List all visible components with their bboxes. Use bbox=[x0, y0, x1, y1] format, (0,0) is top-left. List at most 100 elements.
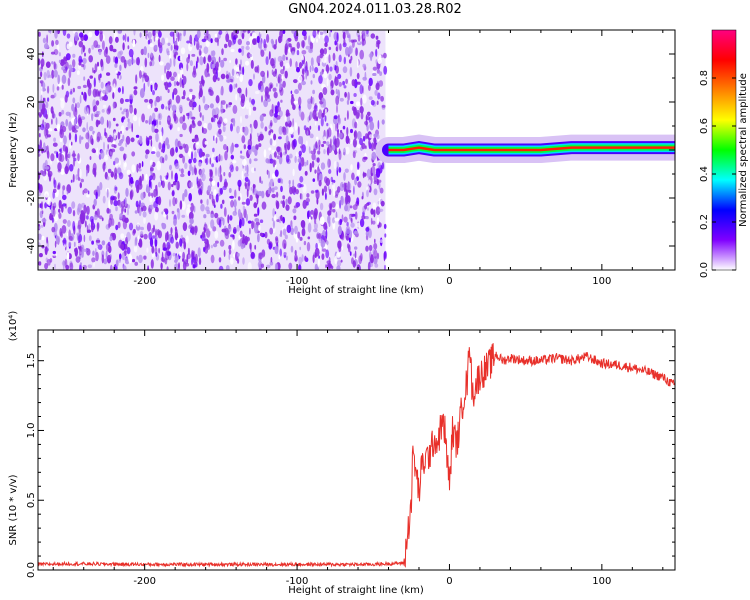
noise-blob bbox=[228, 249, 232, 255]
noise-blob bbox=[152, 235, 156, 239]
noise-blob bbox=[123, 153, 127, 161]
noise-blob bbox=[51, 40, 55, 47]
noise-blob bbox=[223, 249, 226, 257]
noise-blob bbox=[244, 114, 249, 119]
noise-blob bbox=[260, 70, 265, 77]
noise-blob bbox=[122, 85, 124, 95]
noise-blob bbox=[297, 82, 302, 91]
noise-blob bbox=[38, 226, 41, 230]
noise-blob bbox=[247, 262, 252, 270]
noise-blob bbox=[120, 201, 126, 208]
noise-blob bbox=[261, 201, 267, 210]
noise-blob bbox=[217, 167, 221, 178]
noise-blob bbox=[161, 180, 165, 189]
colorbar-tick-label: 0.2 bbox=[699, 214, 710, 230]
noise-blob bbox=[67, 77, 71, 87]
noise-blob bbox=[284, 70, 288, 79]
noise-blob bbox=[150, 83, 153, 92]
noise-blob bbox=[122, 34, 126, 41]
snr-series-group bbox=[38, 343, 675, 568]
noise-blob bbox=[143, 46, 147, 56]
noise-blob bbox=[333, 115, 338, 120]
noise-blob bbox=[205, 153, 210, 158]
noise-blob bbox=[316, 38, 318, 43]
noise-blob bbox=[60, 168, 65, 175]
noise-blob bbox=[184, 162, 188, 169]
noise-blob bbox=[366, 168, 371, 179]
noise-blob bbox=[171, 189, 175, 196]
noise-blob bbox=[139, 88, 145, 99]
noise-blob bbox=[268, 147, 272, 151]
noise-blob bbox=[236, 125, 240, 134]
noise-blob bbox=[230, 257, 234, 265]
noise-blob bbox=[353, 253, 356, 257]
noise-blob bbox=[206, 209, 211, 215]
noise-blob bbox=[89, 134, 93, 145]
noise-blob bbox=[150, 259, 154, 269]
noise-blob bbox=[255, 144, 259, 151]
noise-blob bbox=[232, 117, 236, 127]
noise-blob bbox=[237, 87, 242, 94]
noise-blob bbox=[233, 228, 237, 234]
noise-blob bbox=[259, 176, 262, 184]
noise-blob bbox=[49, 30, 52, 34]
noise-blob bbox=[308, 216, 311, 223]
noise-blob bbox=[257, 135, 261, 142]
noise-blob bbox=[240, 115, 242, 124]
noise-blob bbox=[188, 43, 193, 51]
noise-blob bbox=[286, 113, 288, 118]
noise-blob bbox=[370, 208, 374, 215]
y-tick-label: 0.5 bbox=[26, 492, 37, 508]
noise-blob bbox=[167, 89, 170, 93]
noise-blob bbox=[245, 213, 248, 222]
noise-blob bbox=[150, 204, 154, 210]
noise-blob bbox=[234, 143, 239, 148]
noise-blob bbox=[177, 73, 181, 83]
noise-blob bbox=[288, 127, 294, 135]
noise-blob bbox=[94, 30, 100, 36]
noise-blob bbox=[249, 158, 252, 165]
noise-blob bbox=[340, 195, 344, 206]
noise-blob bbox=[120, 56, 126, 63]
noise-blob bbox=[250, 59, 254, 69]
noise-blob bbox=[62, 219, 67, 224]
noise-blob bbox=[354, 211, 358, 220]
noise-blob bbox=[141, 173, 144, 182]
noise-blob bbox=[368, 96, 373, 100]
y-tick-label: 0 bbox=[26, 147, 37, 153]
noise-blob bbox=[131, 164, 136, 173]
noise-blob bbox=[328, 54, 331, 64]
noise-blob bbox=[282, 80, 286, 88]
noise-blob bbox=[209, 169, 213, 177]
noise-blob bbox=[144, 75, 150, 83]
noise-blob bbox=[308, 48, 313, 54]
noise-blob bbox=[224, 150, 228, 161]
noise-blob bbox=[348, 237, 351, 243]
noise-blob bbox=[220, 73, 226, 80]
noise-blob bbox=[72, 53, 76, 58]
noise-blob bbox=[226, 145, 229, 153]
noise-blob bbox=[72, 97, 76, 104]
noise-blob bbox=[325, 264, 327, 269]
noise-blob bbox=[180, 173, 185, 178]
noise-blob bbox=[264, 126, 268, 132]
noise-blob bbox=[127, 121, 133, 129]
noise-blob bbox=[178, 251, 182, 256]
noise-blob bbox=[79, 182, 83, 189]
noise-blob bbox=[268, 130, 272, 136]
noise-blob bbox=[340, 129, 343, 134]
noise-blob bbox=[52, 250, 56, 255]
noise-blob bbox=[313, 222, 318, 230]
noise-blob bbox=[249, 133, 252, 142]
noise-blob bbox=[53, 179, 57, 189]
noise-blob bbox=[226, 103, 228, 109]
noise-blob bbox=[147, 52, 150, 59]
noise-blob bbox=[220, 89, 223, 96]
noise-blob bbox=[294, 122, 298, 131]
noise-blob bbox=[280, 178, 284, 184]
noise-blob bbox=[348, 79, 352, 84]
noise-blob bbox=[122, 134, 125, 142]
noise-blob bbox=[119, 107, 123, 111]
noise-blob bbox=[248, 79, 253, 87]
